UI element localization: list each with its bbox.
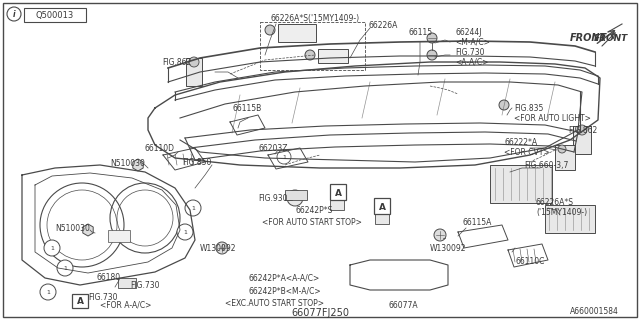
Text: 1: 1 <box>191 206 195 211</box>
Text: FIG.660-3,7: FIG.660-3,7 <box>524 161 568 170</box>
Text: 66226A*S('15MY1409-): 66226A*S('15MY1409-) <box>270 13 359 22</box>
Text: FIG.730: FIG.730 <box>455 47 484 57</box>
Text: FIG.930: FIG.930 <box>258 194 287 203</box>
Text: 66077A: 66077A <box>388 300 418 309</box>
Text: 66226A: 66226A <box>368 20 397 29</box>
Circle shape <box>427 33 437 43</box>
FancyBboxPatch shape <box>285 190 307 200</box>
Text: 1: 1 <box>50 246 54 251</box>
FancyBboxPatch shape <box>330 184 346 200</box>
FancyBboxPatch shape <box>72 294 88 308</box>
Text: FIG.862: FIG.862 <box>568 125 597 134</box>
Text: 66077FJ250: 66077FJ250 <box>291 308 349 318</box>
Text: FIG.730: FIG.730 <box>130 281 159 290</box>
FancyBboxPatch shape <box>278 24 316 42</box>
FancyBboxPatch shape <box>490 165 552 203</box>
Circle shape <box>427 50 437 60</box>
Text: 66226A*S: 66226A*S <box>536 197 574 206</box>
Circle shape <box>216 242 228 254</box>
Text: W130092: W130092 <box>430 244 467 252</box>
Text: 66242P*S: 66242P*S <box>295 205 332 214</box>
FancyBboxPatch shape <box>318 49 348 63</box>
Circle shape <box>57 260 73 276</box>
FancyBboxPatch shape <box>108 230 130 242</box>
Text: 66115A: 66115A <box>462 218 492 227</box>
Circle shape <box>499 100 509 110</box>
Text: 66203Z: 66203Z <box>258 143 287 153</box>
FancyBboxPatch shape <box>545 205 595 233</box>
Circle shape <box>558 145 566 153</box>
Text: 66242P*B<M-A/C>: 66242P*B<M-A/C> <box>248 286 321 295</box>
Circle shape <box>40 284 56 300</box>
Circle shape <box>265 25 275 35</box>
Text: 66110D: 66110D <box>144 143 174 153</box>
Text: FRONT: FRONT <box>570 33 607 43</box>
Text: 66115B: 66115B <box>232 103 261 113</box>
Text: A: A <box>378 203 385 212</box>
Text: 1: 1 <box>46 290 50 295</box>
Text: 66115: 66115 <box>408 28 432 36</box>
Circle shape <box>177 224 193 240</box>
Circle shape <box>434 229 446 241</box>
FancyBboxPatch shape <box>375 202 389 224</box>
Text: A: A <box>77 297 83 306</box>
Text: 66244J: 66244J <box>455 28 481 36</box>
Text: 66180: 66180 <box>96 274 120 283</box>
Text: <FOR AUTO LIGHT>: <FOR AUTO LIGHT> <box>514 114 591 123</box>
Text: <FOR CVT>: <FOR CVT> <box>504 148 550 156</box>
Text: 66222*A: 66222*A <box>504 138 537 147</box>
Text: N510030: N510030 <box>55 223 90 233</box>
Text: 1: 1 <box>63 266 67 271</box>
Text: N510030: N510030 <box>110 158 145 167</box>
Text: 66242P*A<A-A/C>: 66242P*A<A-A/C> <box>248 274 319 283</box>
FancyBboxPatch shape <box>573 126 591 154</box>
FancyBboxPatch shape <box>118 278 136 288</box>
Circle shape <box>44 240 60 256</box>
Text: FIG.862: FIG.862 <box>162 58 191 67</box>
Text: FIG.730: FIG.730 <box>88 293 118 302</box>
Text: 1: 1 <box>282 155 286 160</box>
Text: A660001584: A660001584 <box>570 308 619 316</box>
Circle shape <box>287 190 303 206</box>
Text: FIG.850: FIG.850 <box>182 157 211 166</box>
Circle shape <box>277 150 291 164</box>
Text: ('15MY1409-): ('15MY1409-) <box>536 207 587 217</box>
Text: Q500013: Q500013 <box>36 11 74 20</box>
Text: <A-A/C>: <A-A/C> <box>455 58 488 67</box>
Circle shape <box>305 50 315 60</box>
Text: FRONT: FRONT <box>594 34 628 43</box>
Text: W130092: W130092 <box>200 244 237 252</box>
Text: 1: 1 <box>183 230 187 235</box>
Text: <EXC.AUTO START STOP>: <EXC.AUTO START STOP> <box>225 300 324 308</box>
FancyBboxPatch shape <box>374 198 390 214</box>
Text: <M-A/C>: <M-A/C> <box>455 37 490 46</box>
Text: 66110C: 66110C <box>516 258 545 267</box>
FancyBboxPatch shape <box>555 145 575 170</box>
FancyBboxPatch shape <box>330 188 344 210</box>
Text: FIG.835: FIG.835 <box>514 103 543 113</box>
Circle shape <box>185 200 201 216</box>
FancyBboxPatch shape <box>24 8 86 22</box>
Text: <FOR AUTO START STOP>: <FOR AUTO START STOP> <box>262 218 362 227</box>
Text: i: i <box>13 10 15 19</box>
Text: <FOR A-A/C>: <FOR A-A/C> <box>100 300 152 309</box>
Circle shape <box>189 57 199 67</box>
Circle shape <box>577 125 587 135</box>
Text: A: A <box>335 188 342 197</box>
FancyBboxPatch shape <box>3 3 637 317</box>
FancyBboxPatch shape <box>186 58 202 86</box>
